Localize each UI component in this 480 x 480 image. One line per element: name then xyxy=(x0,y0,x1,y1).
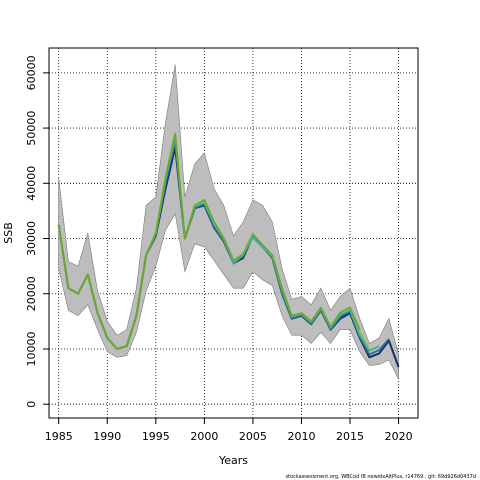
plot-frame xyxy=(48,47,419,419)
x-tick-label: 2000 xyxy=(190,430,218,443)
x-tick-label: 2020 xyxy=(385,430,413,443)
series-line xyxy=(57,132,361,350)
confidence-band-layer xyxy=(58,64,399,380)
x-axis-title: Years xyxy=(218,454,248,467)
x-tick-label: 1985 xyxy=(45,430,73,443)
y-axis-title: SSB xyxy=(2,222,15,244)
caption: stockassessment.org, WBCod IB newidxAltP… xyxy=(285,474,476,480)
y-tick-label: 0 xyxy=(25,401,38,408)
x-tick-label: 2015 xyxy=(336,430,364,443)
y-tick-label: 30000 xyxy=(25,221,38,256)
y-tick-label: 40000 xyxy=(25,166,38,201)
grid xyxy=(49,48,418,418)
y-tick-label: 10000 xyxy=(25,331,38,366)
x-tick-label: 2005 xyxy=(239,430,267,443)
confidence-band xyxy=(58,64,399,380)
x-tick-label: 2010 xyxy=(287,430,315,443)
axes: 1985 1990 1995 2000 2005 2010 2015 2020 0 10000 20… xyxy=(25,55,413,443)
y-tick-label: 60000 xyxy=(25,55,38,90)
y-tick-label: 50000 xyxy=(25,111,38,146)
y-tick-label: 20000 xyxy=(25,276,38,311)
x-tick-label: 1990 xyxy=(93,430,121,443)
x-tick-label: 1995 xyxy=(142,430,170,443)
series-layer xyxy=(57,132,400,368)
